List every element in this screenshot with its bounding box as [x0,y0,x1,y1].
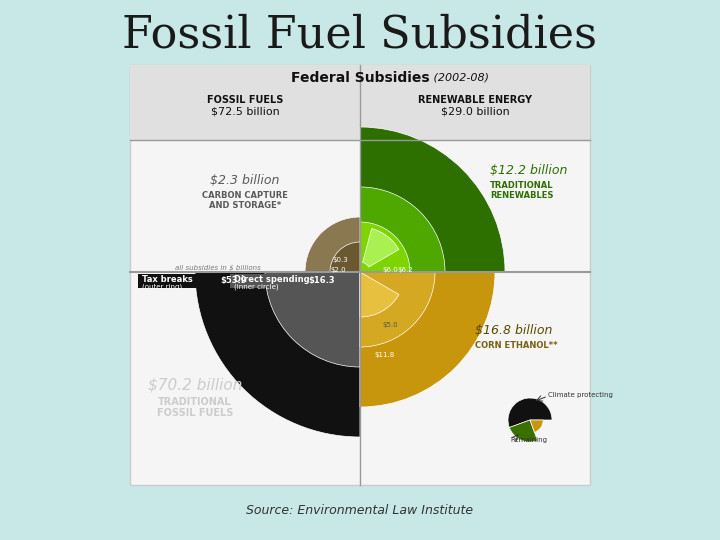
Text: CORN ETHANOL**: CORN ETHANOL** [475,341,557,349]
Wedge shape [530,420,543,433]
Text: Federal Subsidies: Federal Subsidies [291,71,429,85]
Text: (outer ring): (outer ring) [142,284,182,291]
Wedge shape [360,272,435,347]
Text: (inner circle): (inner circle) [234,284,279,291]
Text: Remaining: Remaining [510,437,547,443]
Wedge shape [360,222,410,272]
Text: FOSSIL FUELS: FOSSIL FUELS [157,408,233,418]
Text: $29.0 billion: $29.0 billion [441,107,509,117]
Text: $2.0: $2.0 [330,267,346,273]
FancyBboxPatch shape [138,274,228,288]
FancyBboxPatch shape [230,274,320,288]
Text: Source: Environmental Law Institute: Source: Environmental Law Institute [246,503,474,516]
Wedge shape [305,217,360,272]
Text: all subsidies in $ billions: all subsidies in $ billions [175,265,261,271]
Text: Direct spending: Direct spending [234,275,310,285]
Text: $70.2 billion: $70.2 billion [148,377,242,393]
Wedge shape [360,127,505,272]
Wedge shape [360,272,495,407]
Text: $11.8: $11.8 [375,352,395,358]
Text: $12.2 billion: $12.2 billion [490,164,567,177]
FancyBboxPatch shape [130,65,590,485]
Text: AND STORAGE*: AND STORAGE* [209,200,281,210]
Wedge shape [330,242,360,272]
Wedge shape [360,272,399,317]
Text: $16.3: $16.3 [308,276,335,286]
Text: Tax breaks: Tax breaks [142,275,193,285]
Text: $5.0: $5.0 [382,322,398,328]
Text: $72.5 billion: $72.5 billion [211,107,279,117]
Wedge shape [508,398,552,428]
Text: TRADITIONAL: TRADITIONAL [490,180,554,190]
Wedge shape [195,272,360,437]
Text: RENEWABLES: RENEWABLES [490,192,554,200]
Text: TRADITIONAL: TRADITIONAL [158,397,232,407]
Text: FOSSIL FUELS: FOSSIL FUELS [207,95,283,105]
Wedge shape [360,187,445,272]
Text: (2002-08): (2002-08) [430,73,489,83]
FancyBboxPatch shape [130,65,590,140]
Wedge shape [265,272,360,367]
Text: CARBON CAPTURE: CARBON CAPTURE [202,191,288,199]
Text: $6.2: $6.2 [397,267,413,273]
Text: $53.9: $53.9 [220,276,246,286]
Text: $6.0: $6.0 [382,267,398,273]
Text: $0.3: $0.3 [332,257,348,263]
Text: $16.8 billion: $16.8 billion [475,323,552,336]
Wedge shape [363,228,399,267]
Wedge shape [509,420,538,442]
Text: Fossil Fuel Subsidies: Fossil Fuel Subsidies [122,14,598,57]
Text: $2.3 billion: $2.3 billion [210,173,279,186]
Text: Climate protecting: Climate protecting [548,392,613,398]
Text: RENEWABLE ENERGY: RENEWABLE ENERGY [418,95,532,105]
